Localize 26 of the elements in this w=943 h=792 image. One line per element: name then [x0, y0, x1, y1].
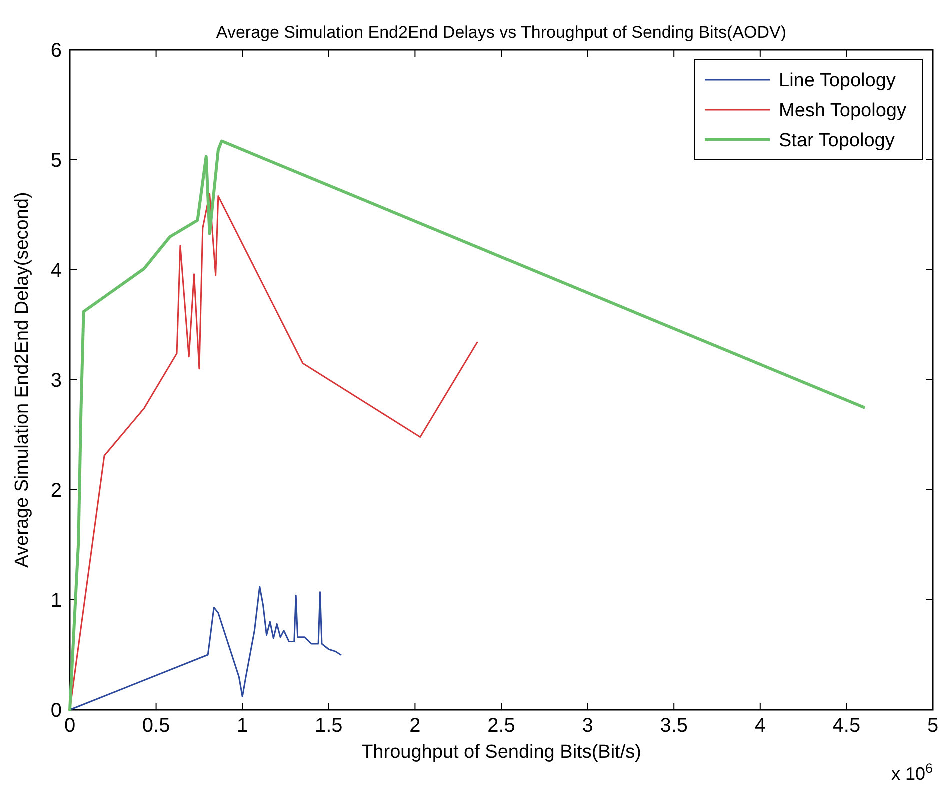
x-tick-label: 2: [410, 715, 421, 737]
x-axis-title: Throughput of Sending Bits(Bit/s): [362, 742, 642, 763]
x-tick-label: 0: [64, 715, 76, 737]
y-tick-label: 1: [50, 590, 62, 612]
y-tick-label: 0: [50, 700, 62, 722]
y-tick-label: 5: [50, 150, 62, 172]
y-tick-label: 4: [50, 260, 62, 282]
x-tick-label: 4: [754, 715, 766, 737]
text: x 10$^{6}$: [891, 760, 933, 784]
x-tick-label: 1: [237, 715, 248, 737]
y-tick-label: 2: [50, 480, 62, 502]
legend-label: Mesh Topology: [779, 100, 907, 122]
x-tick-label: 5: [927, 715, 939, 737]
x-tick-label: 1.5: [314, 715, 343, 737]
y-axis-title: Average Simulation End2End Delay(second): [12, 192, 33, 568]
line-series: [69, 586, 342, 711]
y-tick-label: 6: [50, 40, 62, 62]
x-tick-label: 0.5: [142, 715, 170, 737]
legend-label: Star Topology: [779, 130, 896, 152]
y-tick-label: 3: [50, 370, 62, 392]
x-tick-label: 2.5: [488, 715, 516, 737]
x-tick-label: 3: [582, 715, 594, 737]
legend-label: Line Topology: [779, 70, 896, 92]
x-tick-label: 3.5: [660, 715, 688, 737]
chart-title: Average Simulation End2End Delays vs Throughput of Sending Bits(AODV): [216, 23, 787, 42]
x-tick-label: 4.5: [832, 715, 861, 737]
